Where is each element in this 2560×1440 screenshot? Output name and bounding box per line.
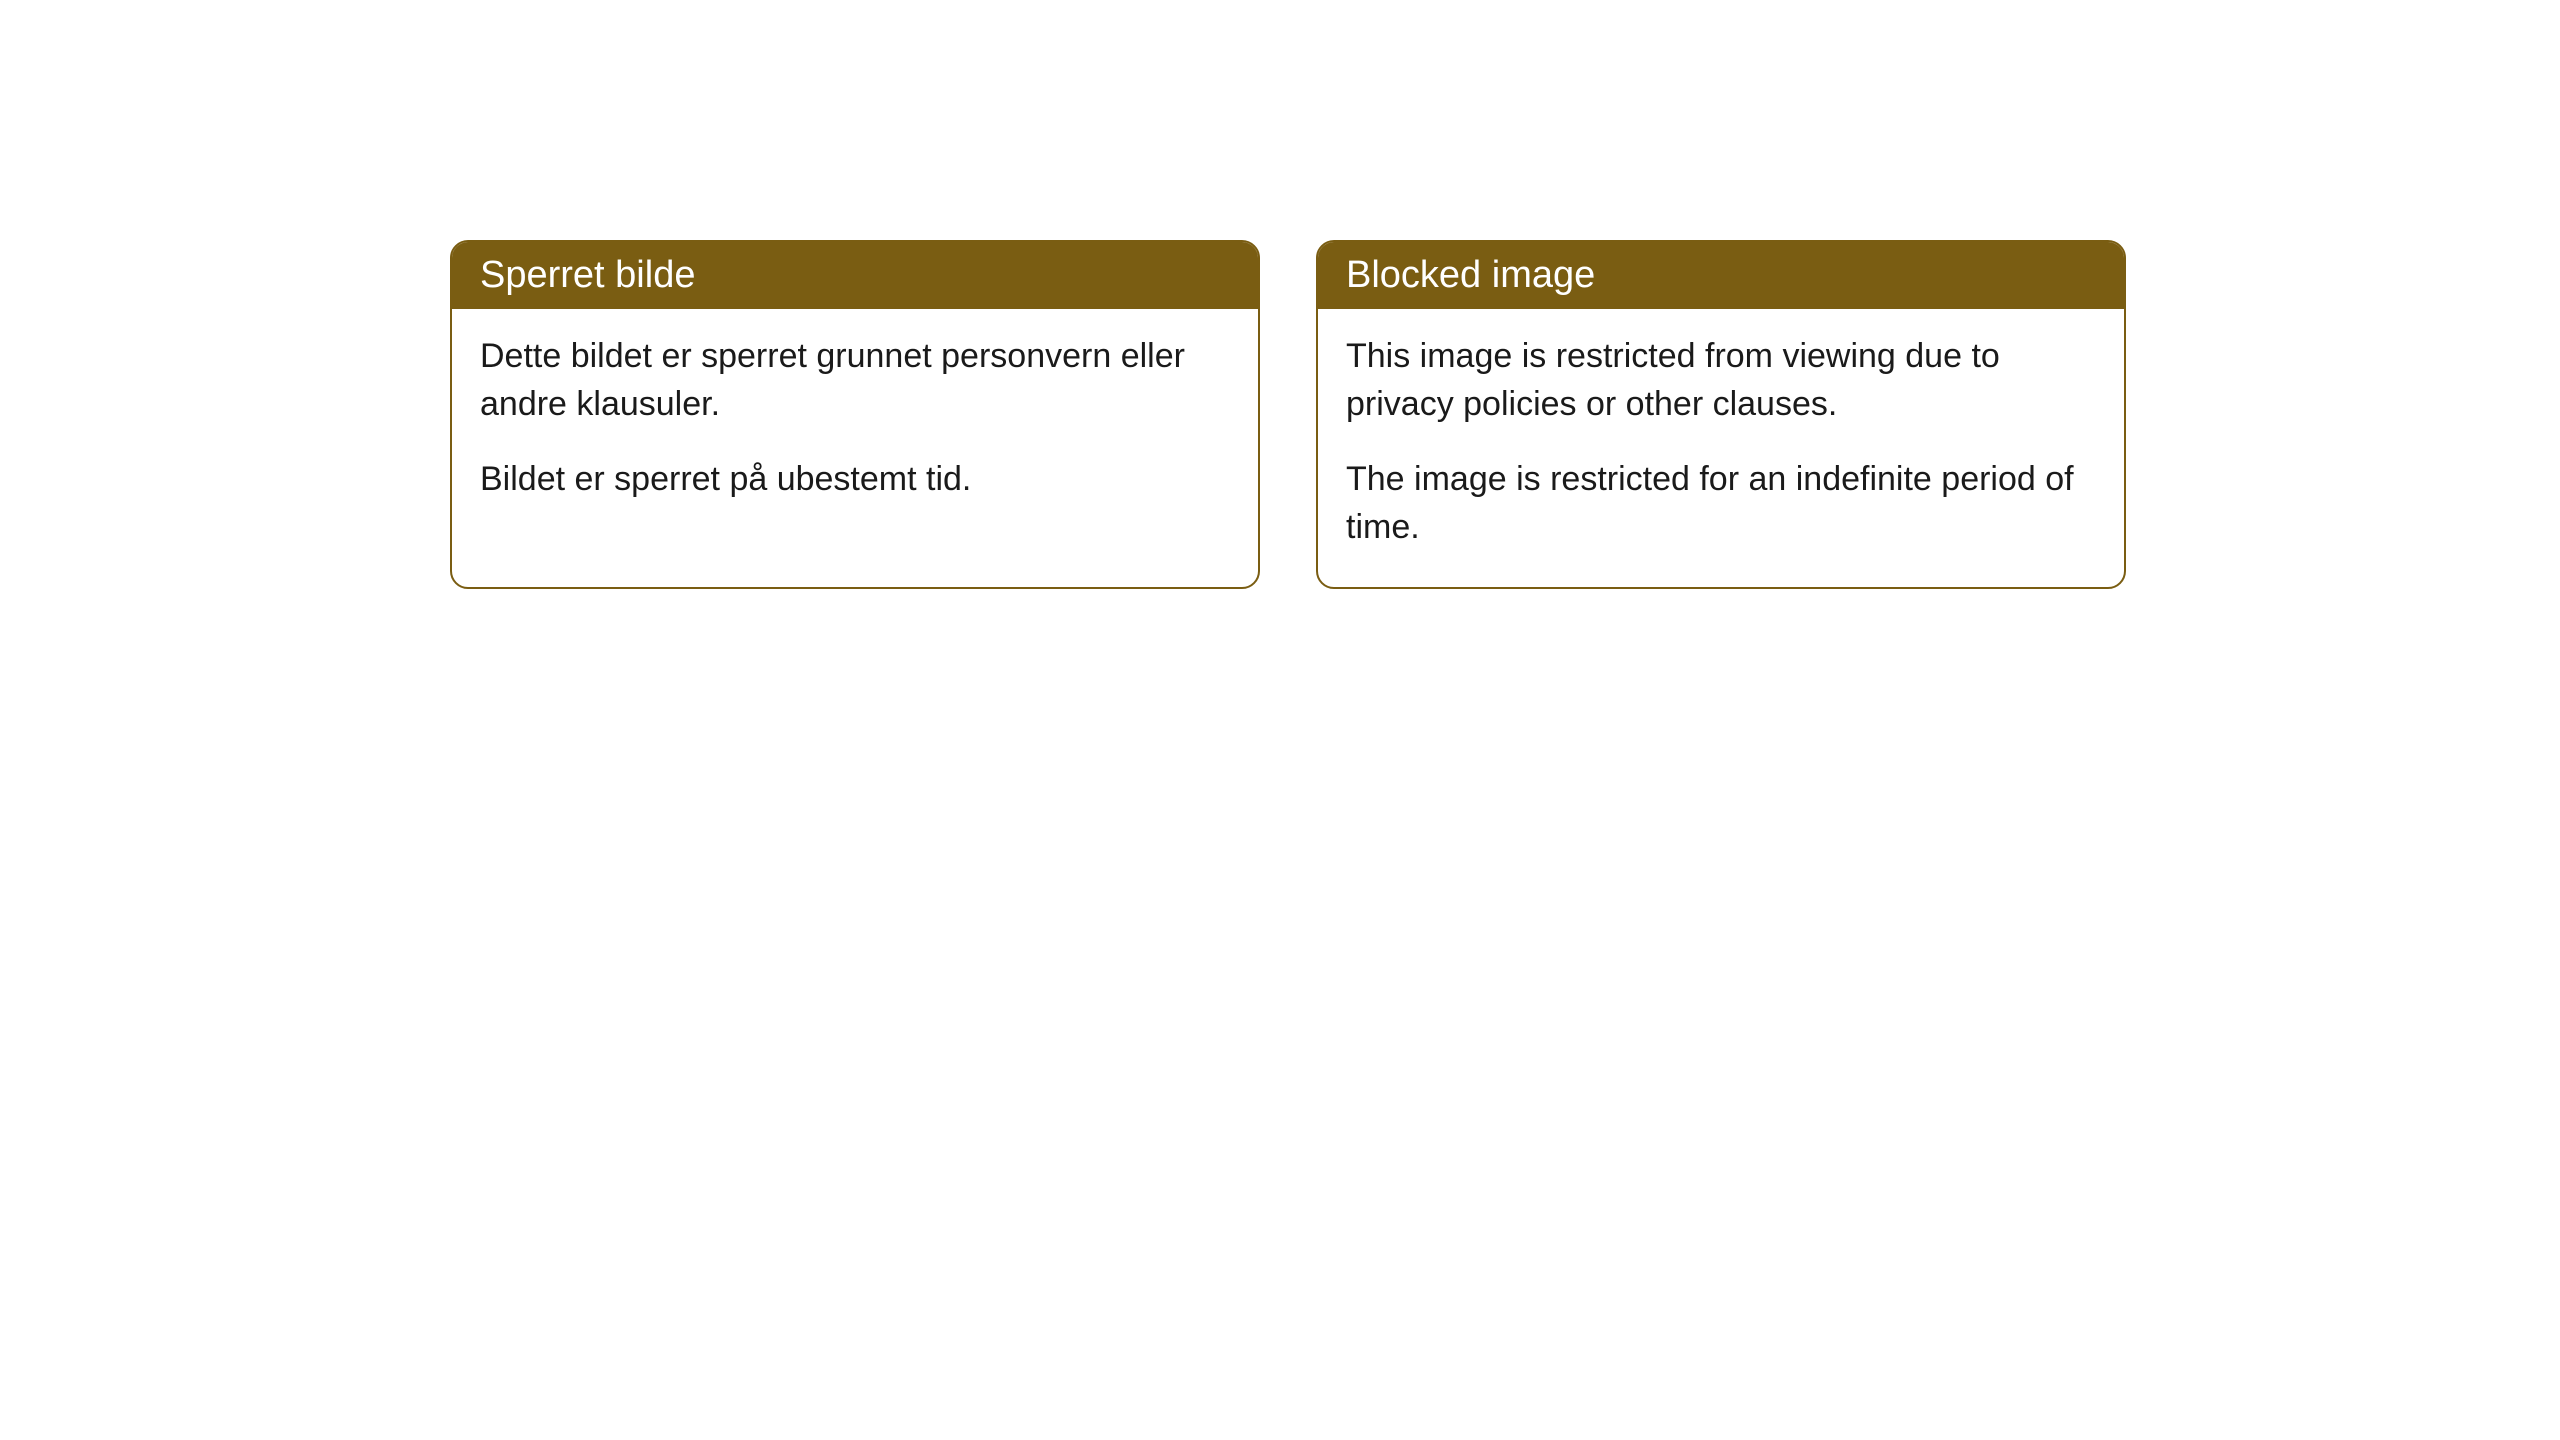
card-paragraph: This image is restricted from viewing du… xyxy=(1346,333,2096,428)
notice-card-norwegian: Sperret bilde Dette bildet er sperret gr… xyxy=(450,240,1260,589)
notice-container: Sperret bilde Dette bildet er sperret gr… xyxy=(0,0,2560,589)
card-header: Sperret bilde xyxy=(452,242,1258,309)
card-paragraph: The image is restricted for an indefinit… xyxy=(1346,456,2096,551)
card-header: Blocked image xyxy=(1318,242,2124,309)
card-body: This image is restricted from viewing du… xyxy=(1318,309,2124,587)
card-body: Dette bildet er sperret grunnet personve… xyxy=(452,309,1258,540)
card-paragraph: Bildet er sperret på ubestemt tid. xyxy=(480,456,1230,504)
notice-card-english: Blocked image This image is restricted f… xyxy=(1316,240,2126,589)
card-paragraph: Dette bildet er sperret grunnet personve… xyxy=(480,333,1230,428)
